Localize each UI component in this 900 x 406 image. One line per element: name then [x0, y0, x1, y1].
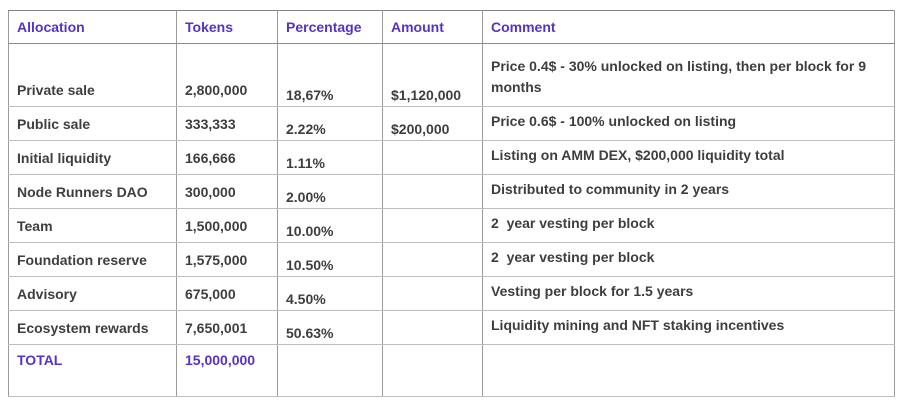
table-row-foundation-reserve: Foundation reserve 1,575,000 10.50% 2 ye…	[8, 242, 895, 277]
cell-comment: Liquidity mining and NFT staking incenti…	[482, 310, 895, 345]
cell-percentage: 2.00%	[277, 174, 383, 209]
tokenomics-table-container: Allocation Tokens Percentage Amount Comm…	[8, 10, 895, 397]
cell-allocation: Node Runners DAO	[8, 174, 177, 209]
cell-allocation: Team	[8, 208, 177, 243]
cell-total-comment	[482, 344, 895, 397]
cell-tokens: 2,800,000	[176, 43, 278, 107]
cell-amount	[382, 242, 483, 277]
cell-comment: Price 0.4$ - 30% unlocked on listing, th…	[482, 43, 895, 107]
cell-tokens: 7,650,001	[176, 310, 278, 345]
table-row-private-sale: Private sale 2,800,000 18,67% $1,120,000…	[8, 43, 895, 107]
col-header-tokens: Tokens	[176, 10, 278, 44]
cell-total-percentage	[277, 344, 383, 397]
total-row: TOTAL 15,000,000	[8, 344, 895, 397]
cell-allocation: Private sale	[8, 43, 177, 107]
cell-comment: Vesting per block for 1.5 years	[482, 276, 895, 311]
cell-amount	[382, 208, 483, 243]
cell-percentage: 2.22%	[277, 106, 383, 141]
cell-comment: Price 0.6$ - 100% unlocked on listing	[482, 106, 895, 141]
cell-percentage: 18,67%	[277, 43, 383, 107]
cell-percentage: 50.63%	[277, 310, 383, 345]
cell-comment: Listing on AMM DEX, $200,000 liquidity t…	[482, 140, 895, 175]
cell-amount: $200,000	[382, 106, 483, 141]
cell-tokens: 300,000	[176, 174, 278, 209]
cell-amount	[382, 140, 483, 175]
cell-allocation: Initial liquidity	[8, 140, 177, 175]
cell-tokens: 1,575,000	[176, 242, 278, 277]
cell-allocation: Ecosystem rewards	[8, 310, 177, 345]
cell-allocation: Advisory	[8, 276, 177, 311]
cell-amount	[382, 174, 483, 209]
cell-comment: Distributed to community in 2 years	[482, 174, 895, 209]
cell-percentage: 4.50%	[277, 276, 383, 311]
cell-percentage: 1.11%	[277, 140, 383, 175]
cell-total-label: TOTAL	[8, 344, 177, 397]
tokenomics-table: Allocation Tokens Percentage Amount Comm…	[8, 10, 895, 397]
cell-tokens: 675,000	[176, 276, 278, 311]
table-row-ecosystem-rewards: Ecosystem rewards 7,650,001 50.63% Liqui…	[8, 310, 895, 345]
cell-tokens: 166,666	[176, 140, 278, 175]
table-row-initial-liquidity: Initial liquidity 166,666 1.11% Listing …	[8, 140, 895, 175]
col-header-amount: Amount	[382, 10, 483, 44]
cell-percentage: 10.00%	[277, 208, 383, 243]
col-header-allocation: Allocation	[8, 10, 177, 44]
table-row-node-runners-dao: Node Runners DAO 300,000 2.00% Distribut…	[8, 174, 895, 209]
cell-allocation: Foundation reserve	[8, 242, 177, 277]
cell-amount	[382, 310, 483, 345]
cell-amount: $1,120,000	[382, 43, 483, 107]
cell-comment: 2 year vesting per block	[482, 242, 895, 277]
table-row-team: Team 1,500,000 10.00% 2 year vesting per…	[8, 208, 895, 243]
cell-tokens: 333,333	[176, 106, 278, 141]
cell-allocation: Public sale	[8, 106, 177, 141]
cell-total-tokens: 15,000,000	[176, 344, 278, 397]
cell-comment: 2 year vesting per block	[482, 208, 895, 243]
col-header-comment: Comment	[482, 10, 895, 44]
cell-tokens: 1,500,000	[176, 208, 278, 243]
cell-amount	[382, 276, 483, 311]
table-row-advisory: Advisory 675,000 4.50% Vesting per block…	[8, 276, 895, 311]
col-header-percentage: Percentage	[277, 10, 383, 44]
table-row-public-sale: Public sale 333,333 2.22% $200,000 Price…	[8, 106, 895, 141]
cell-total-amount	[382, 344, 483, 397]
cell-percentage: 10.50%	[277, 242, 383, 277]
header-row: Allocation Tokens Percentage Amount Comm…	[8, 10, 895, 44]
